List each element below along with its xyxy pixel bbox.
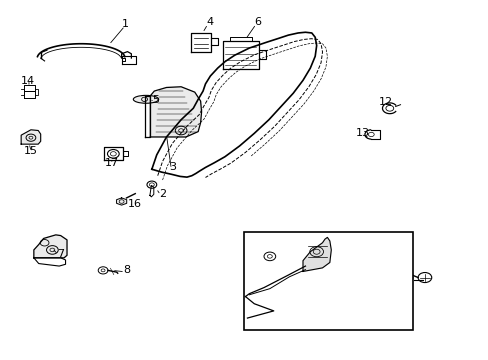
Text: 9: 9 xyxy=(383,251,389,261)
Polygon shape xyxy=(34,235,67,258)
Polygon shape xyxy=(150,87,201,137)
Text: 6: 6 xyxy=(254,17,261,27)
Text: 4: 4 xyxy=(206,17,213,27)
Text: 2: 2 xyxy=(159,189,166,199)
Polygon shape xyxy=(21,130,41,144)
Text: 1: 1 xyxy=(122,19,128,29)
Text: 8: 8 xyxy=(122,265,130,275)
Text: 12: 12 xyxy=(378,97,392,107)
Text: 10: 10 xyxy=(397,273,410,283)
Text: 13: 13 xyxy=(355,129,369,138)
Bar xyxy=(243,232,412,330)
Text: 7: 7 xyxy=(57,248,63,258)
Text: 15: 15 xyxy=(24,145,38,156)
Polygon shape xyxy=(116,198,126,205)
Text: 16: 16 xyxy=(127,199,142,210)
Text: 17: 17 xyxy=(104,158,119,168)
Polygon shape xyxy=(303,237,330,271)
Ellipse shape xyxy=(133,95,158,103)
Text: 11: 11 xyxy=(319,277,333,287)
Text: 5: 5 xyxy=(152,95,159,105)
Text: 14: 14 xyxy=(20,76,35,86)
Text: 3: 3 xyxy=(168,162,176,172)
